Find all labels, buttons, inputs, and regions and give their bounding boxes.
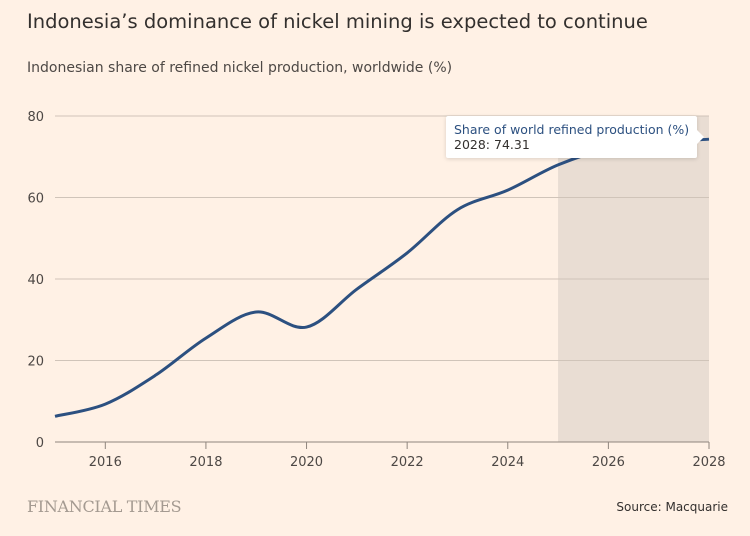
y-tick-label: 40	[27, 273, 44, 288]
y-tick-label: 60	[27, 192, 44, 207]
tooltip-series: Share of world refined production (%)	[454, 122, 690, 137]
x-tick-label: 2016	[89, 455, 122, 470]
chart-subtitle: Indonesian share of refined nickel produ…	[27, 60, 453, 76]
tooltip-value: 2028: 74.31	[454, 137, 530, 152]
y-tick-label: 0	[36, 436, 44, 451]
y-tick-label: 80	[27, 110, 44, 125]
chart-title: Indonesia’s dominance of nickel mining i…	[27, 10, 648, 33]
x-tick-label: 2024	[491, 455, 524, 470]
tooltip: Share of world refined production (%) 20…	[446, 116, 705, 158]
ft-logo: FINANCIAL TIMES	[27, 497, 182, 516]
y-tick-label: 20	[27, 355, 44, 370]
x-tick-label: 2022	[391, 455, 424, 470]
x-tick-label: 2026	[592, 455, 625, 470]
x-tick-label: 2020	[290, 455, 323, 470]
x-tick-label: 2018	[189, 455, 222, 470]
source-note: Source: Macquarie	[616, 500, 728, 514]
x-tick-label: 2028	[692, 455, 725, 470]
